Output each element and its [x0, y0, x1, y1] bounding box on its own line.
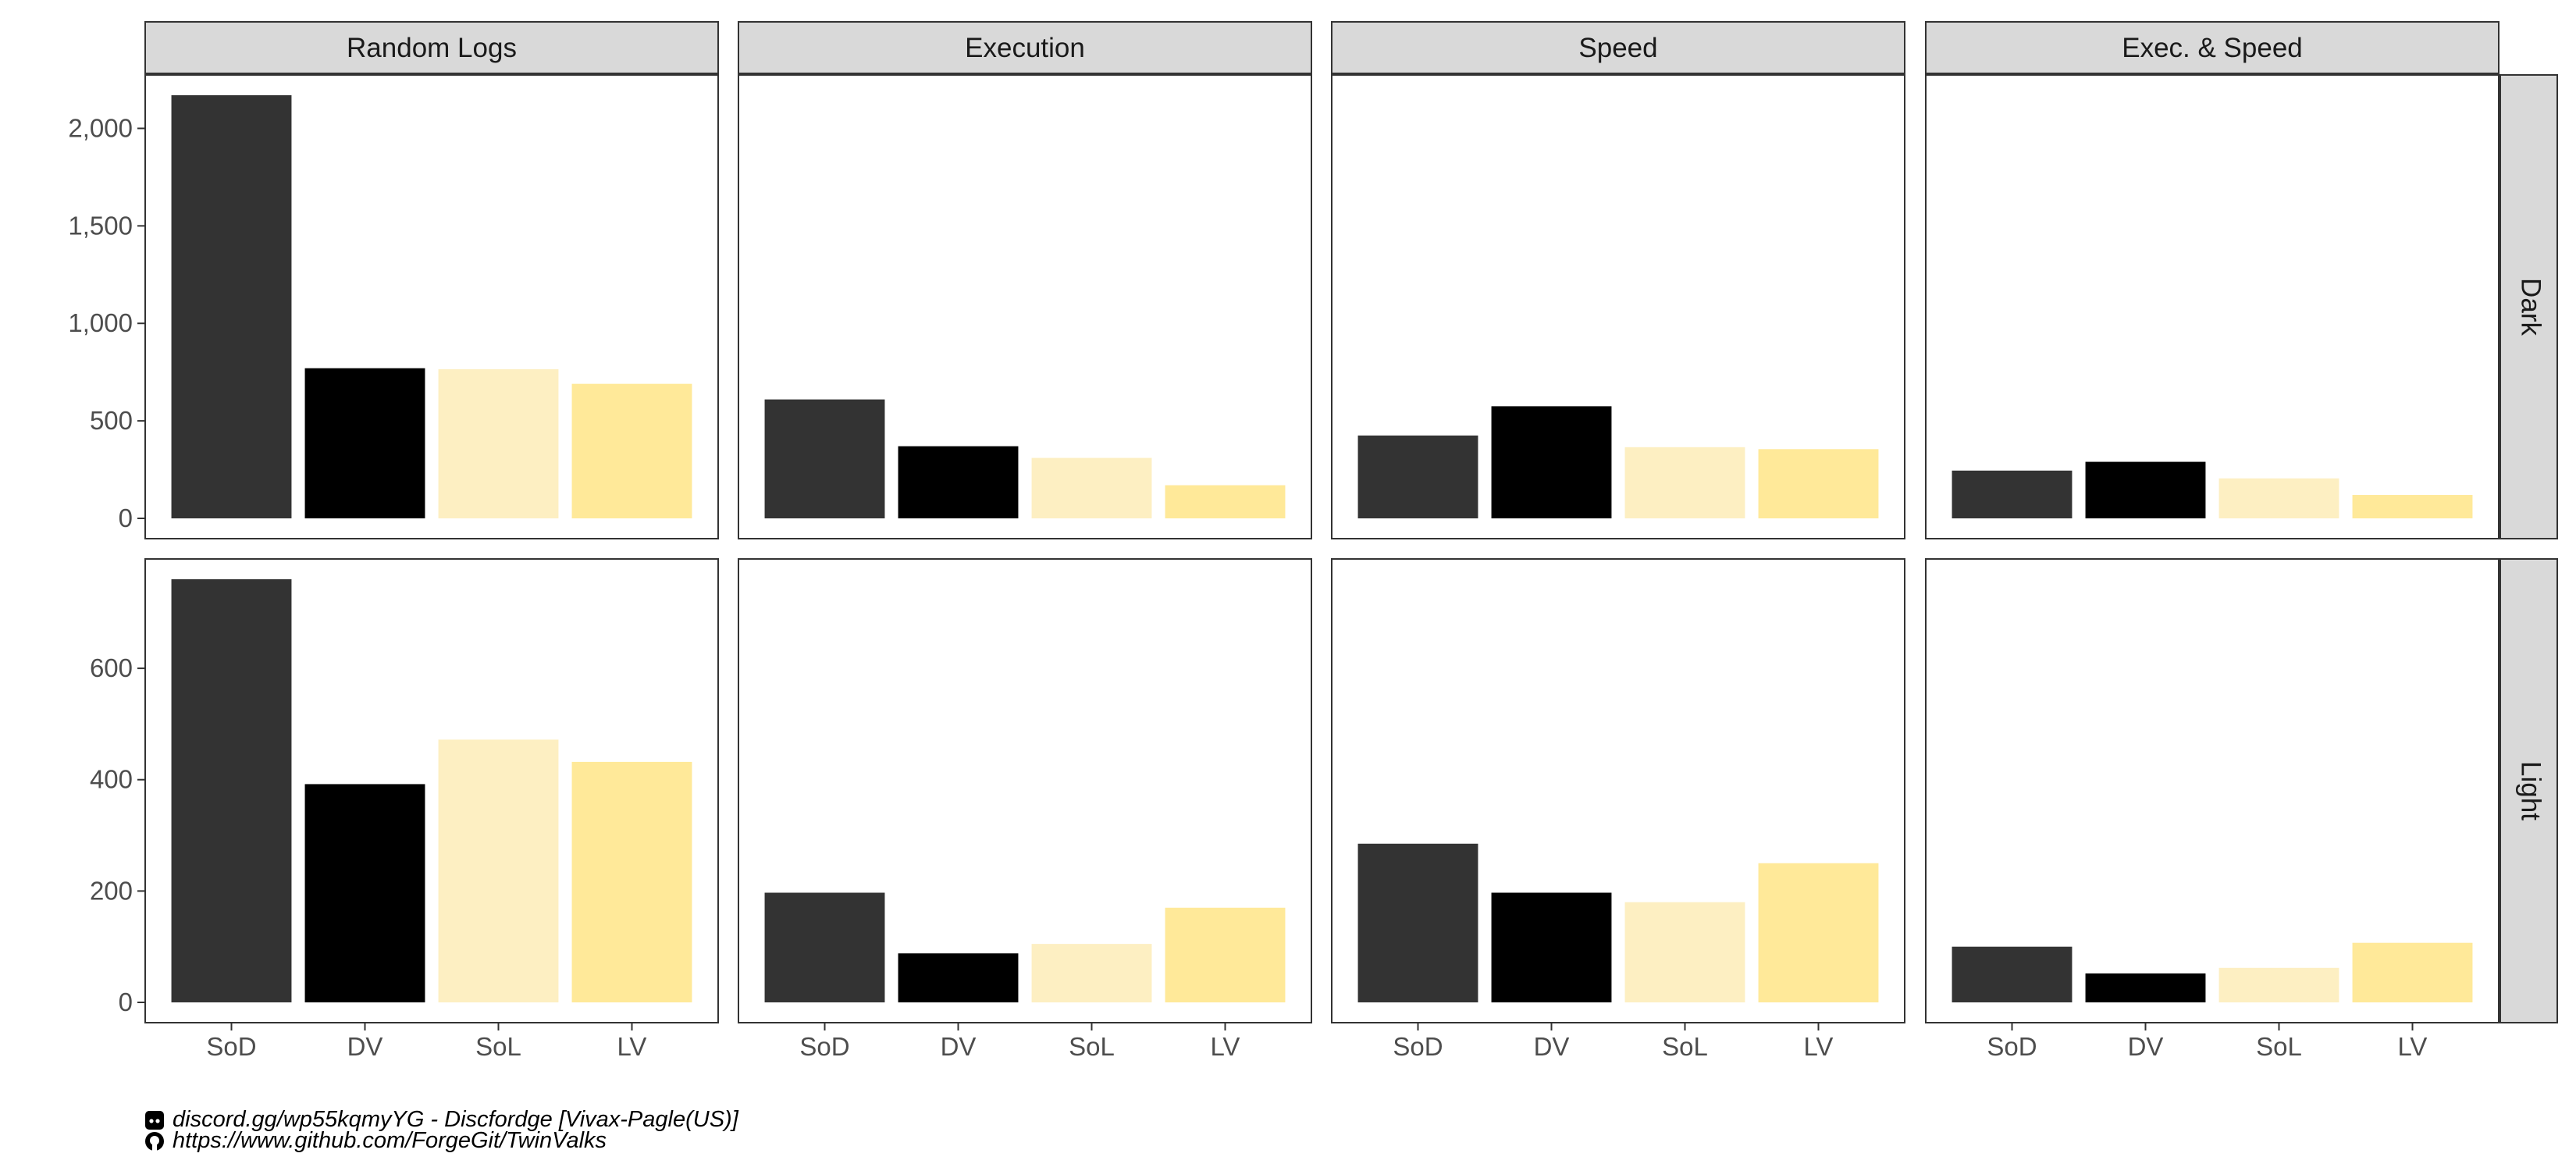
bar-light-random-logs-dv: [304, 784, 425, 1002]
bar-light-exec-speed-dv: [2085, 973, 2206, 1002]
github-icon: [145, 1131, 164, 1151]
bar-dark-execution-sod: [764, 399, 885, 518]
bar-light-speed-lv: [1758, 863, 1879, 1002]
x-tick-label-random-logs-dv: DV: [347, 1032, 383, 1061]
x-tick-label-execution-sod: SoD: [799, 1032, 849, 1061]
bar-dark-exec-speed-sol: [2218, 478, 2339, 518]
x-tick-label-random-logs-lv: LV: [617, 1032, 647, 1061]
bar-dark-random-logs-sod: [171, 95, 292, 518]
x-tick-label-speed-sol: SoL: [1662, 1032, 1708, 1061]
column-strip-label-random-logs: Random Logs: [347, 33, 517, 63]
bar-light-speed-sol: [1624, 902, 1745, 1002]
y-tick-label-dark-3: 1,500: [68, 211, 133, 240]
y-tick-label-dark-2: 1,000: [68, 308, 133, 337]
x-tick-label-exec-speed-sod: SoD: [1987, 1032, 2037, 1061]
bar-light-speed-dv: [1491, 892, 1612, 1002]
column-strip-random-logs: [144, 21, 719, 74]
column-strip-label-execution: Execution: [965, 33, 1085, 63]
y-tick-label-light-2: 400: [90, 765, 133, 794]
bar-light-random-logs-lv: [571, 761, 692, 1002]
bar-dark-random-logs-sol: [438, 368, 559, 518]
bar-dark-exec-speed-dv: [2085, 461, 2206, 518]
column-strip-label-speed: Speed: [1578, 33, 1657, 63]
y-tick-label-light-3: 600: [90, 653, 133, 682]
y-tick-label-light-0: 0: [119, 988, 133, 1016]
bar-dark-speed-sod: [1357, 435, 1478, 518]
bar-dark-random-logs-lv: [571, 383, 692, 518]
github-caption: https://www.github.com/ForgeGit/TwinValk…: [144, 1128, 607, 1154]
row-strip-label-dark: Dark: [2515, 278, 2546, 336]
x-tick-label-random-logs-sod: SoD: [206, 1032, 256, 1061]
bar-dark-execution-sol: [1031, 457, 1152, 518]
bar-dark-execution-lv: [1165, 485, 1286, 518]
x-tick-label-speed-sod: SoD: [1393, 1032, 1443, 1061]
bar-dark-speed-dv: [1491, 406, 1612, 518]
bar-dark-exec-speed-sod: [1952, 470, 2073, 518]
bar-light-execution-sol: [1031, 944, 1152, 1002]
panel-light-execution: [738, 558, 1312, 1023]
x-tick-label-exec-speed-sol: SoL: [2256, 1032, 2302, 1061]
y-tick-label-dark-4: 2,000: [68, 113, 133, 142]
bar-light-exec-speed-lv: [2352, 942, 2473, 1002]
column-strip-execution: [738, 21, 1312, 74]
bar-light-exec-speed-sol: [2218, 967, 2339, 1002]
x-tick-label-execution-lv: LV: [1211, 1032, 1240, 1061]
panel-dark-exec-speed: [1925, 74, 2500, 539]
x-tick-label-speed-lv: LV: [1804, 1032, 1834, 1061]
bar-dark-exec-speed-lv: [2352, 495, 2473, 518]
y-tick-label-dark-1: 500: [90, 406, 133, 435]
bar-light-random-logs-sol: [438, 739, 559, 1002]
bar-light-speed-sod: [1357, 843, 1478, 1002]
github-caption-text: https://www.github.com/ForgeGit/TwinValk…: [173, 1128, 607, 1153]
x-tick-label-exec-speed-dv: DV: [2128, 1032, 2164, 1061]
bar-light-execution-sod: [764, 892, 885, 1002]
y-tick-label-dark-0: 0: [119, 504, 133, 532]
panel-dark-random-logs: [144, 74, 719, 539]
bar-dark-random-logs-dv: [304, 368, 425, 518]
panel-light-exec-speed: [1925, 558, 2500, 1023]
panel-dark-speed: [1331, 74, 1905, 539]
x-tick-label-exec-speed-lv: LV: [2398, 1032, 2428, 1061]
panel-dark-execution: [738, 74, 1312, 539]
x-tick-label-random-logs-sol: SoL: [475, 1032, 521, 1061]
bar-dark-speed-sol: [1624, 447, 1745, 518]
bar-light-execution-lv: [1165, 907, 1286, 1002]
x-tick-label-speed-dv: DV: [1534, 1032, 1570, 1061]
column-strip-exec-speed: [1925, 21, 2500, 74]
bar-light-exec-speed-sod: [1952, 946, 2073, 1002]
row-strip-light: [2500, 558, 2558, 1023]
bar-light-random-logs-sod: [171, 579, 292, 1002]
discord-icon: [145, 1110, 164, 1130]
y-tick-label-light-1: 200: [90, 876, 133, 905]
x-tick-label-execution-dv: DV: [941, 1032, 977, 1061]
panel-light-speed: [1331, 558, 1905, 1023]
discord-caption: discord.gg/wp55kqmyYG - Discfordge [Viva…: [144, 1107, 738, 1133]
x-tick-label-execution-sol: SoL: [1069, 1032, 1115, 1061]
bar-light-execution-dv: [898, 953, 1019, 1002]
panel-light-random-logs: [144, 558, 719, 1023]
discord-caption-text: discord.gg/wp55kqmyYG - Discfordge [Viva…: [173, 1107, 738, 1132]
column-strip-speed: [1331, 21, 1905, 74]
bar-dark-execution-dv: [898, 446, 1019, 518]
bar-dark-speed-lv: [1758, 449, 1879, 518]
row-strip-dark: [2500, 74, 2558, 539]
column-strip-label-exec-speed: Exec. & Speed: [2122, 33, 2303, 63]
row-strip-label-light: Light: [2515, 761, 2546, 820]
